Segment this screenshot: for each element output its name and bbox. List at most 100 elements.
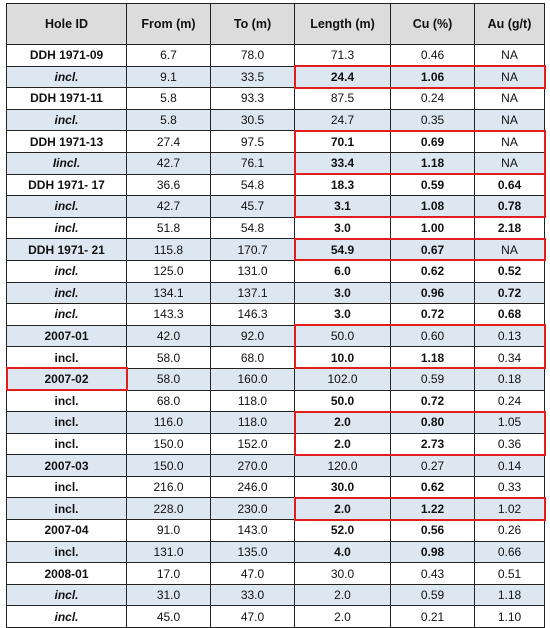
cu-cell: 0.59 [390, 173, 475, 197]
cu-cell: 0.59 [390, 367, 475, 391]
cu-cell: 1.22 [390, 497, 475, 521]
table-row: incl. 143.3 146.3 3.0 0.72 0.68 [6, 303, 545, 326]
table-row: 2007-03 150.0 270.0 120.0 0.27 0.14 [6, 454, 545, 477]
table-row: incl. 5.8 30.5 24.7 0.35 NA [6, 108, 545, 132]
length-cell: 2.0 [294, 605, 391, 628]
to-cell: 47.0 [210, 562, 295, 585]
hole-id-cell: incl. [6, 475, 127, 499]
length-cell: 24.4 [294, 65, 391, 89]
cu-cell: 0.62 [390, 259, 475, 283]
table-row: incl. 9.1 33.5 24.4 1.06 NA [6, 65, 545, 89]
from-cell: 45.0 [126, 605, 211, 628]
length-cell: 4.0 [294, 540, 391, 564]
cu-cell: 0.46 [390, 44, 475, 67]
to-cell: 137.1 [210, 281, 295, 305]
to-cell: 30.5 [210, 108, 295, 132]
from-cell: 36.6 [126, 173, 211, 197]
au-cell: 0.36 [474, 432, 545, 456]
table-row: DDH 1971-09 6.7 78.0 71.3 0.46 NA [6, 44, 545, 67]
au-cell: 0.13 [474, 324, 545, 348]
cu-cell: 1.00 [390, 216, 475, 240]
au-cell: 0.66 [474, 540, 545, 564]
hole-id-cell: incl. [6, 281, 127, 305]
hole-id-cell: DDH 1971- 21 [6, 238, 127, 261]
table-row: incl. 31.0 33.0 2.0 0.59 1.18 [6, 583, 545, 607]
from-cell: 216.0 [126, 475, 211, 499]
hole-id-cell: incl. [6, 108, 127, 132]
length-cell: 3.0 [294, 216, 391, 240]
hole-id-cell: Iincl. [6, 151, 127, 175]
from-cell: 150.0 [126, 432, 211, 456]
length-cell: 3.1 [294, 195, 391, 218]
length-cell: 87.5 [294, 87, 391, 110]
au-cell: 0.24 [474, 389, 545, 413]
from-cell: 6.7 [126, 44, 211, 67]
length-cell: 120.0 [294, 454, 391, 477]
cu-cell: 0.24 [390, 87, 475, 110]
to-cell: 47.0 [210, 605, 295, 628]
from-cell: 58.0 [126, 367, 211, 391]
from-cell: 150.0 [126, 454, 211, 477]
cu-cell: 0.80 [390, 411, 475, 434]
au-cell: 0.78 [474, 195, 545, 218]
to-cell: 33.0 [210, 583, 295, 607]
to-cell: 135.0 [210, 540, 295, 564]
to-cell: 78.0 [210, 44, 295, 67]
to-cell: 160.0 [210, 367, 295, 391]
from-cell: 228.0 [126, 497, 211, 521]
length-cell: 54.9 [294, 238, 391, 261]
au-cell: 0.68 [474, 303, 545, 326]
to-cell: 93.3 [210, 87, 295, 110]
hole-id-cell: DDH 1971-13 [6, 130, 127, 153]
from-cell: 42.7 [126, 151, 211, 175]
cu-cell: 0.21 [390, 605, 475, 628]
table-row: Iincl. 42.7 76.1 33.4 1.18 NA [6, 151, 545, 175]
table-row: 2007-04 91.0 143.0 52.0 0.56 0.26 [6, 519, 545, 542]
hole-id-cell: incl. [6, 583, 127, 607]
table-row: incl. 116.0 118.0 2.0 0.80 1.05 [6, 411, 545, 434]
table-row: 2008-01 17.0 47.0 30.0 0.43 0.51 [6, 562, 545, 585]
hole-id-cell: incl. [6, 303, 127, 326]
cu-cell: 0.59 [390, 583, 475, 607]
length-cell: 50.0 [294, 324, 391, 348]
hole-id-cell: DDH 1971- 17 [6, 173, 127, 197]
header-cu: Cu (%) [390, 3, 475, 45]
to-cell: 118.0 [210, 411, 295, 434]
from-cell: 5.8 [126, 108, 211, 132]
table-row: incl. 228.0 230.0 2.0 1.22 1.02 [6, 497, 545, 521]
au-cell: NA [474, 130, 545, 153]
au-cell: NA [474, 44, 545, 67]
au-cell: NA [474, 238, 545, 261]
hole-id-cell: incl. [6, 411, 127, 434]
to-cell: 97.5 [210, 130, 295, 153]
hole-id-cell: 2007-01 [6, 324, 127, 348]
hole-id-cell: incl. [6, 540, 127, 564]
cu-cell: 0.72 [390, 389, 475, 413]
au-cell: 0.34 [474, 346, 545, 369]
cu-cell: 0.56 [390, 519, 475, 542]
from-cell: 91.0 [126, 519, 211, 542]
cu-cell: 1.18 [390, 151, 475, 175]
length-cell: 71.3 [294, 44, 391, 67]
length-cell: 3.0 [294, 303, 391, 326]
hole-id-cell: incl. [6, 195, 127, 218]
to-cell: 54.8 [210, 173, 295, 197]
hole-id-cell: 2008-01 [6, 562, 127, 585]
table-row: incl. 51.8 54.8 3.0 1.00 2.18 [6, 216, 545, 240]
to-cell: 92.0 [210, 324, 295, 348]
table-row: incl. 45.0 47.0 2.0 0.21 1.10 [6, 605, 545, 628]
length-cell: 52.0 [294, 519, 391, 542]
length-cell: 2.0 [294, 411, 391, 434]
cu-cell: 0.69 [390, 130, 475, 153]
table-row: incl. 150.0 152.0 2.0 2.73 0.36 [6, 432, 545, 456]
length-cell: 102.0 [294, 367, 391, 391]
header-length: Length (m) [294, 3, 391, 45]
table-row: DDH 1971- 21 115.8 170.7 54.9 0.67 NA [6, 238, 545, 261]
au-cell: 1.05 [474, 411, 545, 434]
from-cell: 5.8 [126, 87, 211, 110]
cu-cell: 0.35 [390, 108, 475, 132]
hole-id-cell: DDH 1971-09 [6, 44, 127, 67]
cu-cell: 2.73 [390, 432, 475, 456]
table-row: incl. 68.0 118.0 50.0 0.72 0.24 [6, 389, 545, 413]
cu-cell: 0.67 [390, 238, 475, 261]
